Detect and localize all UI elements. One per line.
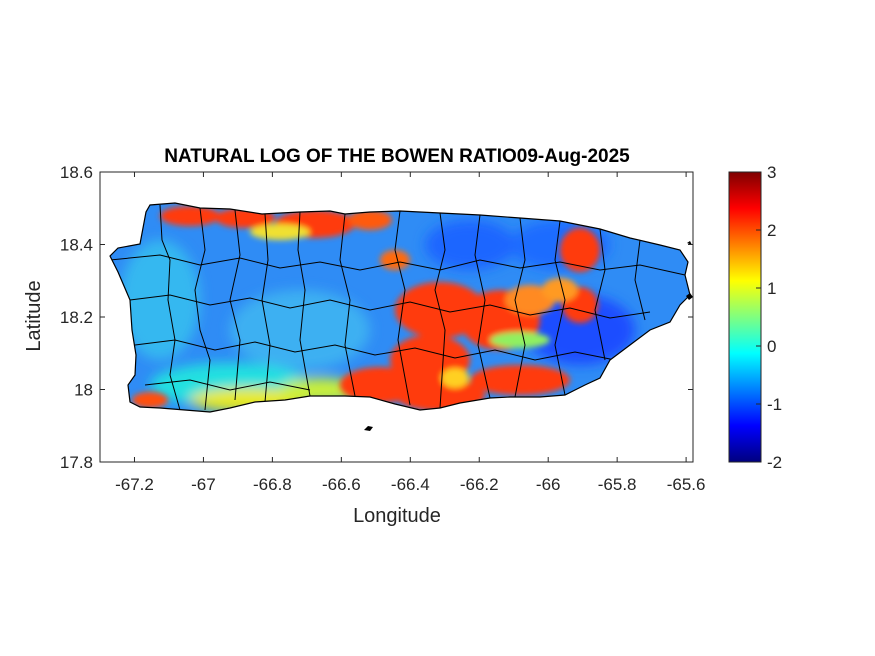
- islet-caja-de-muertos: [364, 426, 373, 431]
- heat-region-center-blue: [425, 220, 515, 270]
- colorbar-tick-label: 2: [767, 221, 776, 240]
- heat-ne-red-1: [560, 228, 600, 272]
- x-tick-label: -65.6: [667, 475, 706, 494]
- colorbar: [728, 171, 762, 463]
- x-tick-label: -65.8: [598, 475, 637, 494]
- y-tick-label: 18.4: [60, 236, 93, 255]
- x-tick-label: -67: [191, 475, 216, 494]
- x-tick-label: -66: [536, 475, 561, 494]
- x-tick-label: -67.2: [115, 475, 154, 494]
- heat-region-east-deepblue: [525, 295, 635, 365]
- heat-green-3: [132, 392, 168, 408]
- x-tick-label: -66.2: [460, 475, 499, 494]
- colorbar-tick-label: 0: [767, 337, 776, 356]
- y-tick-label: 18.2: [60, 308, 93, 327]
- heat-green-2: [380, 250, 410, 270]
- x-tick-label: -66.8: [253, 475, 292, 494]
- x-axis-label: Longitude: [353, 505, 441, 527]
- heat-region-interior-cyan: [230, 290, 370, 370]
- y-tick-label: 17.8: [60, 453, 93, 472]
- heat-north-red-1: [160, 206, 220, 226]
- municipality-borders: [110, 204, 686, 411]
- heat-south-yellow: [441, 368, 469, 388]
- colorbar-tick-label: -1: [767, 395, 782, 414]
- colorbar-tick-label: -2: [767, 453, 782, 472]
- x-tick-label: -66.4: [391, 475, 430, 494]
- y-tick-label: 18: [74, 381, 93, 400]
- colorbar-ticks: -2 -1 0 1 2 3: [756, 163, 782, 472]
- chart-title: NATURAL LOG OF THE BOWEN RATIO09-Aug-202…: [164, 146, 630, 167]
- y-tick-label: 18.6: [60, 163, 93, 182]
- heat-region-west-cyan: [120, 240, 200, 360]
- heat-south-red-3: [470, 365, 570, 395]
- heat-green-1: [490, 332, 550, 348]
- x-tick-label: -66.6: [322, 475, 361, 494]
- y-axis: 17.8 18 18.2 18.4 18.6: [60, 163, 693, 472]
- heat-ne-orange: [542, 278, 578, 302]
- x-axis: -67.2 -67 -66.8 -66.6 -66.4 -66.2 -66 -65.8 -65.…: [115, 172, 705, 494]
- islet-east: [686, 293, 693, 300]
- heat-north-red-4: [348, 210, 392, 230]
- islets: [364, 241, 693, 431]
- colorbar-tick-label: 1: [767, 279, 776, 298]
- y-axis-label: Latitude: [23, 280, 45, 351]
- heat-north-yellow: [250, 224, 310, 240]
- colorbar-tick-label: 3: [767, 163, 776, 182]
